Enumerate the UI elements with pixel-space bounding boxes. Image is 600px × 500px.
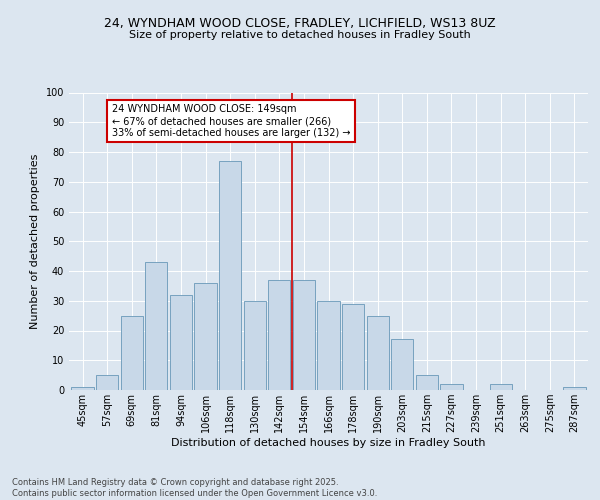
Bar (96, 375, 118, 390)
X-axis label: Distribution of detached houses by size in Fradley South: Distribution of detached houses by size … (171, 438, 486, 448)
Bar (194, 283, 217, 390)
Bar (563, 387, 586, 390)
Bar (440, 384, 463, 390)
Text: Size of property relative to detached houses in Fradley South: Size of property relative to detached ho… (129, 30, 471, 40)
Bar (219, 161, 241, 390)
Bar (170, 295, 192, 390)
Bar (244, 300, 266, 390)
Bar (268, 280, 290, 390)
Bar (317, 300, 340, 390)
Bar (416, 375, 438, 390)
Bar (391, 340, 413, 390)
Bar (145, 262, 167, 390)
Y-axis label: Number of detached properties: Number of detached properties (30, 154, 40, 329)
Text: Contains HM Land Registry data © Crown copyright and database right 2025.
Contai: Contains HM Land Registry data © Crown c… (12, 478, 377, 498)
Bar (121, 316, 143, 390)
Text: 24, WYNDHAM WOOD CLOSE, FRADLEY, LICHFIELD, WS13 8UZ: 24, WYNDHAM WOOD CLOSE, FRADLEY, LICHFIE… (104, 18, 496, 30)
Bar (71, 387, 94, 390)
Bar (490, 384, 512, 390)
Bar (367, 316, 389, 390)
Text: 24 WYNDHAM WOOD CLOSE: 149sqm
← 67% of detached houses are smaller (266)
33% of : 24 WYNDHAM WOOD CLOSE: 149sqm ← 67% of d… (112, 104, 350, 138)
Bar (342, 304, 364, 390)
Bar (293, 280, 315, 390)
